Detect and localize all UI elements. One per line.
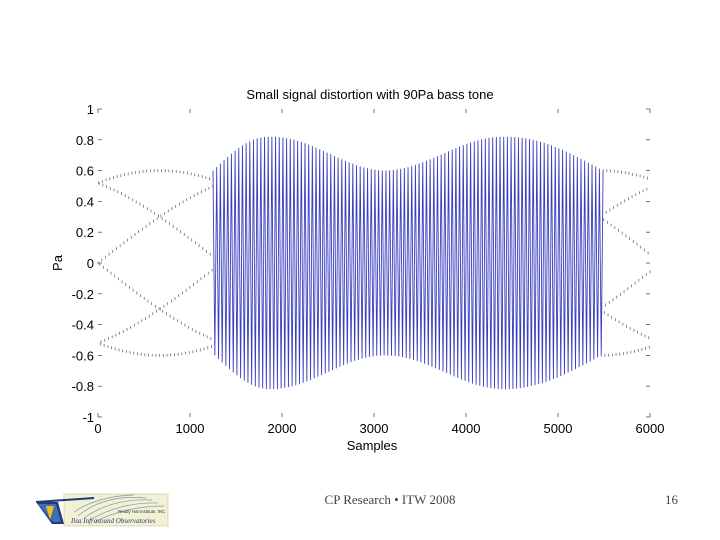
logo-line1: Ready Hat Institute, INC — [118, 509, 165, 514]
chart-title: Small signal distortion with 90Pa bass t… — [246, 87, 493, 102]
page-number: 16 — [665, 492, 678, 507]
y-tick-label: -0.6 — [72, 348, 94, 363]
x-tick-label: 4000 — [452, 421, 481, 436]
plot-area — [97, 136, 651, 390]
y-tick-label: 0.2 — [76, 225, 94, 240]
observatory-logo: Ready Hat Institute, INC Ilsa Infrasound… — [34, 490, 170, 528]
x-tick-label: 3000 — [360, 421, 389, 436]
y-tick-label: 1 — [87, 102, 94, 117]
y-axis-label: Pa — [50, 254, 65, 271]
signal-burst-line — [212, 136, 604, 390]
y-tick-label: 0 — [87, 256, 94, 271]
x-axis: 0 1000 2000 3000 4000 5000 6000 — [94, 109, 664, 436]
x-tick-label: 5000 — [544, 421, 573, 436]
x-axis-label: Samples — [347, 438, 398, 453]
y-tick-label: 0.6 — [76, 164, 94, 179]
x-tick-label: 0 — [94, 421, 101, 436]
y-tick-label: -1 — [82, 410, 94, 425]
x-tick-label: 6000 — [636, 421, 665, 436]
y-tick-label: -0.4 — [72, 318, 94, 333]
y-axis: 1 0.8 0.6 0.4 0.2 0 -0.2 -0.4 -0.6 -0.8 -1 — [72, 102, 650, 425]
x-tick-label: 2000 — [268, 421, 297, 436]
y-tick-label: 0.4 — [76, 194, 94, 209]
y-tick-label: 0.8 — [76, 133, 94, 148]
footer-text: CP Research • ITW 2008 — [324, 492, 456, 507]
footer: CP Research • ITW 2008 16 — [0, 492, 720, 516]
x-tick-label: 1000 — [176, 421, 205, 436]
y-tick-label: -0.2 — [72, 287, 94, 302]
y-tick-label: -0.8 — [72, 379, 94, 394]
logo-line2: Ilsa Infrasound Observatories — [70, 517, 156, 525]
logo-emblem-icon: Ready Hat Institute, INC Ilsa Infrasound… — [35, 493, 169, 527]
